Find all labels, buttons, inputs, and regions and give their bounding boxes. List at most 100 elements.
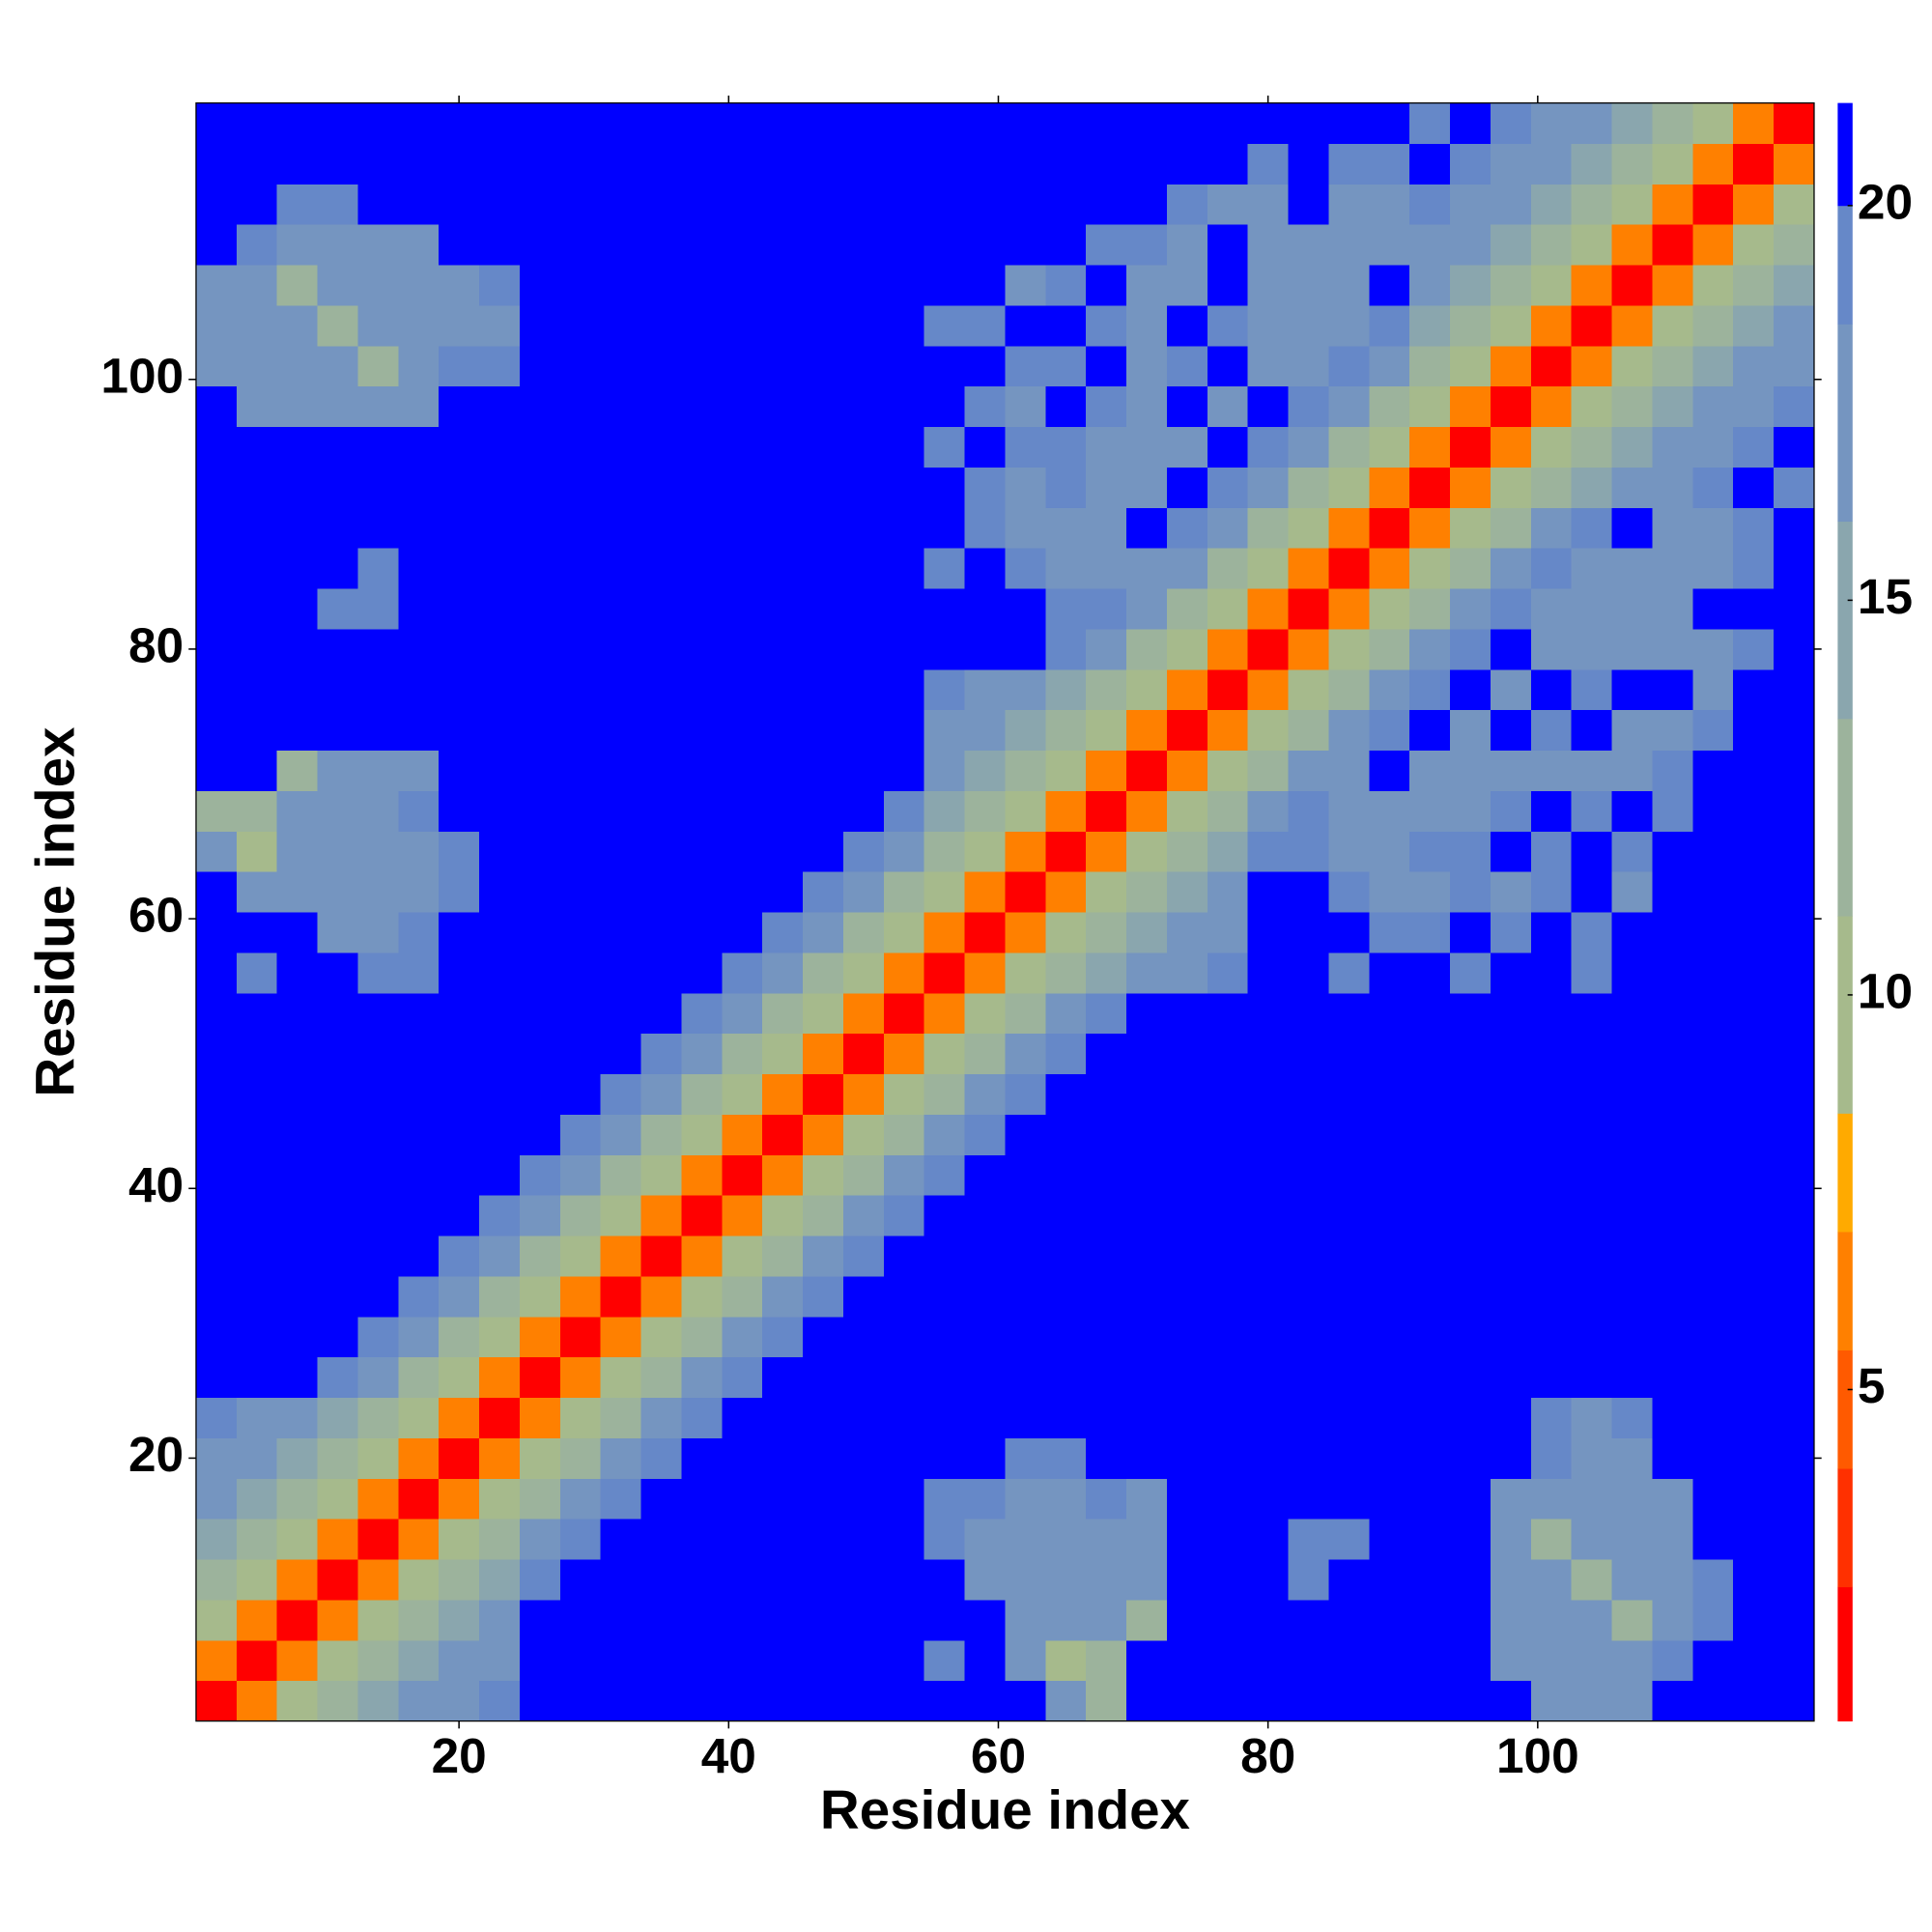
cell [1369,345,1410,387]
cell [1126,1356,1168,1399]
cell [1328,628,1370,670]
cell [1005,1639,1046,1682]
cell [1207,548,1249,589]
cell [479,709,521,752]
cell [1207,1154,1249,1196]
cell [1490,1316,1532,1358]
cell [1369,467,1410,508]
cell [1611,102,1653,144]
cell [1126,628,1168,670]
cell [559,1559,602,1601]
cell [519,588,561,630]
cell [559,1195,602,1236]
cell [681,304,723,347]
cell [276,385,318,428]
cell [1207,750,1249,791]
cell [1207,1559,1249,1601]
cell [883,426,925,468]
cell [883,588,925,630]
cell [1207,1195,1249,1236]
cell [1369,1397,1410,1438]
cell [1086,1519,1127,1560]
cell [1247,1316,1289,1358]
cell [1247,548,1289,589]
cell [964,1559,1006,1601]
cell [1207,507,1249,549]
cell [923,265,965,306]
cell [1247,385,1289,428]
cell [1126,1437,1168,1479]
cell [1409,102,1451,144]
cell [1207,668,1249,711]
cell [681,1114,723,1155]
cell [1247,790,1289,832]
cell [1490,750,1532,791]
cell [1166,1478,1208,1520]
cell [803,1276,844,1318]
cell [1409,184,1451,225]
cell [195,265,238,306]
cell [1126,1276,1168,1318]
cell [1166,1154,1208,1196]
cell [1126,102,1168,144]
cell [883,143,925,185]
cell [762,507,804,549]
cell [842,467,885,508]
cell [1328,1478,1370,1520]
cell [236,1316,278,1358]
cell [236,628,278,670]
cell [1045,1559,1087,1601]
cell [1005,790,1046,832]
cell [276,871,318,913]
cell [1733,426,1775,468]
cell [1126,1600,1168,1641]
cell [883,1195,925,1236]
cell [1086,1639,1127,1682]
cell [398,992,440,1035]
cell [640,304,682,347]
cell [842,304,885,347]
cell [1247,467,1289,508]
cell [1530,790,1573,832]
cell [317,224,358,266]
cell [236,750,278,791]
cell [1005,102,1046,144]
cell [1409,1033,1451,1075]
cell [1369,1680,1410,1722]
cell [276,1316,318,1358]
cell [1005,628,1046,670]
cell [1207,1397,1249,1438]
cell [1005,1559,1046,1601]
cell [439,507,480,549]
cell [1369,1154,1410,1196]
cell [559,750,602,791]
cell [842,184,885,225]
cell [1207,588,1249,630]
cell [1247,750,1289,791]
cell [1166,1437,1208,1479]
cell [276,345,318,387]
cell [883,467,925,508]
cell [1571,1397,1612,1438]
cell [1288,1600,1329,1641]
cell [1328,507,1370,549]
cell [559,1397,602,1438]
cell [923,831,965,872]
cell [276,1680,318,1722]
cell [1530,1236,1573,1277]
cell [1045,790,1087,832]
cell [519,265,561,306]
cell [1045,750,1087,791]
cell [195,1478,238,1520]
cell [1005,1195,1046,1236]
cell [1490,1195,1532,1236]
cell [600,304,641,347]
cell [640,588,682,630]
cell [1207,628,1249,670]
cell [1126,1154,1168,1196]
cell [883,224,925,266]
cell [398,426,440,468]
cell [1450,1437,1492,1479]
cell [559,1519,602,1560]
cell [681,1397,723,1438]
